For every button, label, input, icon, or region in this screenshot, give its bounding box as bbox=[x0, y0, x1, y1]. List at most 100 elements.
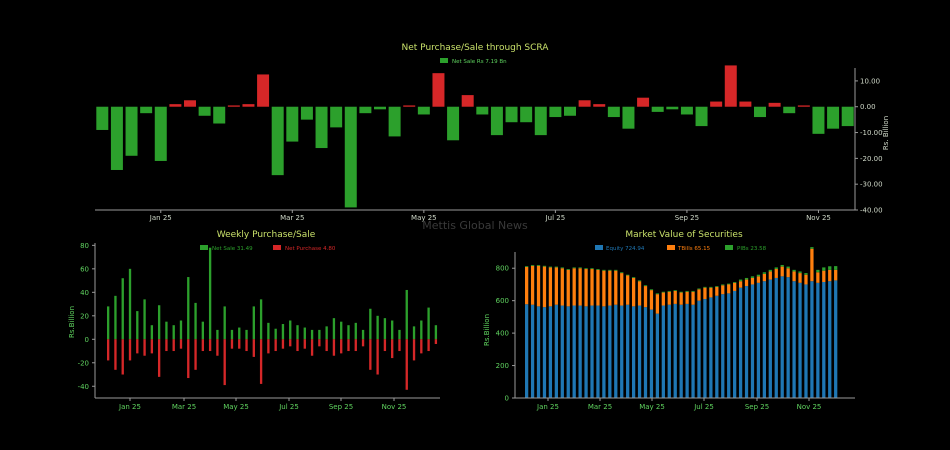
weekly-purchase-bar bbox=[325, 339, 328, 352]
weekly-purchase-bar bbox=[391, 339, 394, 359]
mv-tbills-bar bbox=[667, 291, 671, 305]
mv-y-axis-label: Rs.Billion bbox=[483, 314, 491, 346]
weekly-y-tick-label: 80 bbox=[80, 242, 89, 250]
weekly-sale-bar bbox=[194, 302, 197, 340]
mv-pibs-bar bbox=[643, 285, 648, 287]
weekly-sale-bar bbox=[128, 268, 132, 340]
weekly-x-tick-label: Jan 25 bbox=[118, 403, 141, 411]
weekly-purchase-bar bbox=[267, 339, 270, 354]
weekly-purchase-bar bbox=[216, 339, 219, 356]
mv-tbills-bar bbox=[828, 269, 832, 282]
mv-pibs-bar bbox=[679, 291, 683, 293]
mv-tbills-bar bbox=[685, 291, 689, 304]
mv-pibs-bar bbox=[768, 269, 772, 272]
scra-bar bbox=[227, 105, 240, 107]
mv-tbills-bar bbox=[816, 272, 820, 283]
weekly-sale-bar bbox=[325, 326, 328, 340]
scra-chart-title: Net Purchase/Sale through SCRA bbox=[402, 43, 550, 53]
scra-bar bbox=[841, 106, 854, 127]
mv-x-tick-label: May 25 bbox=[639, 403, 665, 411]
mv-y-tick-label: 800 bbox=[496, 265, 509, 273]
weekly-sale-bar bbox=[296, 325, 299, 340]
weekly-sale-bar bbox=[347, 325, 350, 340]
mv-tbills-bar bbox=[655, 294, 660, 314]
weekly-sale-bar bbox=[187, 277, 190, 340]
weekly-purchase-bar bbox=[383, 339, 387, 352]
mv-tbills-bar bbox=[744, 279, 749, 287]
scra-bar bbox=[154, 106, 167, 161]
weekly-purchase-bar bbox=[340, 339, 343, 354]
weekly-purchase-bar bbox=[194, 339, 197, 370]
weekly-sale-bar bbox=[281, 324, 285, 340]
weekly-purchase-bar bbox=[179, 339, 183, 349]
scra-bar bbox=[549, 106, 562, 118]
mv-tbills-bar bbox=[768, 271, 772, 280]
mv-pibs-bar bbox=[602, 269, 606, 271]
weekly-purchase-bar bbox=[238, 339, 241, 349]
scra-bar bbox=[534, 106, 547, 136]
mv-pibs-bar bbox=[649, 289, 654, 291]
mv-pibs-bar bbox=[685, 290, 689, 292]
scra-bar bbox=[344, 106, 357, 208]
mv-pibs-bar bbox=[762, 272, 767, 274]
mv-tbills-bar bbox=[572, 268, 576, 306]
weekly-purchase-bar bbox=[107, 339, 110, 361]
mv-pibs-bar bbox=[631, 277, 636, 278]
mv-tbills-bar bbox=[614, 270, 618, 305]
scra-bar bbox=[520, 106, 533, 123]
weekly-sale-bar bbox=[121, 278, 124, 340]
weekly-sale-bar bbox=[201, 321, 205, 340]
mv-equity-bar bbox=[715, 295, 719, 398]
scra-bar bbox=[388, 106, 401, 137]
mv-legend-tbills-label: TBills 65.15 bbox=[677, 246, 711, 252]
mv-pibs-bar bbox=[798, 271, 802, 274]
weekly-purchase-bar bbox=[310, 339, 314, 356]
weekly-purchase-bar bbox=[347, 339, 350, 352]
mv-tbills-bar bbox=[542, 266, 547, 308]
mv-tbills-bar bbox=[620, 273, 624, 306]
weekly-purchase-bar bbox=[376, 339, 379, 375]
scra-bar bbox=[184, 100, 196, 107]
scra-y-tick-label: 10.00 bbox=[860, 77, 880, 85]
scra-bar bbox=[417, 106, 430, 115]
mv-tbills-bar bbox=[738, 281, 743, 288]
mv-equity-bar bbox=[804, 284, 808, 398]
mv-tbills-bar bbox=[608, 270, 612, 306]
mv-tbills-bar bbox=[596, 269, 600, 306]
scra-x-tick-label: Jan 25 bbox=[149, 214, 172, 222]
weekly-sale-bar bbox=[157, 305, 161, 340]
weekly-x-tick-label: Nov 25 bbox=[382, 403, 407, 411]
scra-bar bbox=[242, 104, 255, 107]
scra-x-tick-label: Mar 25 bbox=[280, 214, 304, 222]
mv-pibs-bar bbox=[822, 267, 826, 271]
mv-equity-bar bbox=[744, 286, 749, 398]
weekly-x-tick-label: Jul 25 bbox=[278, 403, 299, 411]
mv-equity-bar bbox=[697, 300, 701, 398]
mv-tbills-bar bbox=[810, 248, 814, 282]
weekly-chart: Weekly Purchase/Sale Net Sale 31.49 Net … bbox=[68, 230, 440, 411]
scra-x-tick-label: Jul 25 bbox=[545, 214, 566, 222]
weekly-purchase-bar bbox=[332, 339, 336, 356]
mv-equity-bar bbox=[750, 284, 755, 398]
weekly-purchase-bar bbox=[420, 339, 423, 354]
mv-equity-bar bbox=[536, 306, 541, 398]
weekly-purchase-bar bbox=[427, 339, 430, 352]
mv-equity-bar bbox=[798, 282, 802, 398]
mv-equity-bar bbox=[727, 293, 731, 398]
mv-tbills-bar bbox=[756, 276, 761, 283]
mv-pibs-bar bbox=[774, 267, 778, 270]
mv-x-tick-label: Sep 25 bbox=[745, 403, 769, 411]
mv-pibs-bar bbox=[566, 269, 570, 270]
weekly-sale-bar bbox=[136, 311, 139, 340]
mv-pibs-bar bbox=[828, 266, 832, 270]
mv-equity-bar bbox=[756, 282, 761, 398]
scra-bar bbox=[110, 106, 123, 170]
weekly-sale-bar bbox=[259, 299, 263, 340]
scra-bar bbox=[637, 97, 650, 107]
scra-legend-swatch bbox=[440, 58, 448, 63]
weekly-sale-bar bbox=[310, 329, 314, 340]
mv-equity-bar bbox=[590, 305, 594, 398]
weekly-x-tick-label: Sep 25 bbox=[329, 403, 353, 411]
weekly-y-tick-label: -20 bbox=[78, 359, 89, 367]
